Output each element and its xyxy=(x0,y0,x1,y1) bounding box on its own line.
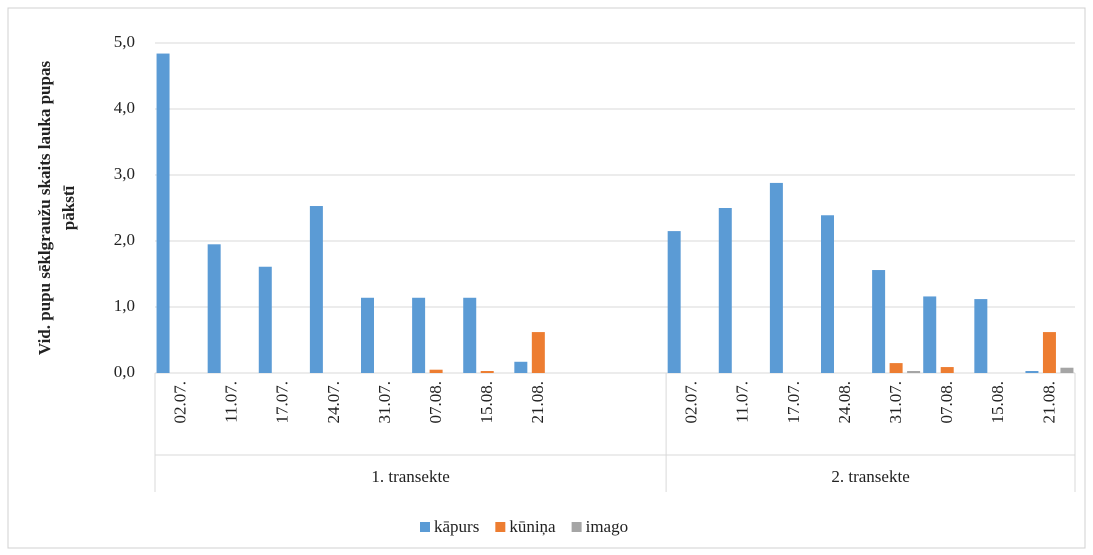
bar xyxy=(1060,367,1074,373)
bar xyxy=(412,297,426,373)
bar xyxy=(1042,332,1056,373)
bar xyxy=(156,53,170,374)
x-tick-label: 21.08. xyxy=(1039,381,1058,424)
y-axis-label: Vid. pupu sēklgraužu skaits lauka pupas xyxy=(35,61,54,356)
legend-label: kūniņa xyxy=(509,517,556,536)
bar xyxy=(463,297,477,373)
bar xyxy=(258,266,272,373)
y-tick-label: 1,0 xyxy=(114,296,135,315)
legend-swatch xyxy=(420,522,430,532)
bar xyxy=(1025,371,1039,373)
legend-label: imago xyxy=(586,517,629,536)
bar xyxy=(514,361,528,373)
x-tick-label: 17.07. xyxy=(273,381,292,424)
x-tick-label: 02.07. xyxy=(170,381,189,424)
legend-label: kāpurs xyxy=(434,517,479,536)
y-tick-label: 3,0 xyxy=(114,164,135,183)
x-tick-label: 11.07. xyxy=(733,381,752,423)
x-tick-label: 07.08. xyxy=(937,381,956,424)
bar xyxy=(429,369,443,373)
bar xyxy=(531,332,545,373)
bar xyxy=(907,371,921,373)
bar xyxy=(480,371,494,373)
chart-border xyxy=(7,7,1086,549)
bar xyxy=(769,182,783,373)
x-tick-label: 31.07. xyxy=(375,381,394,424)
legend-swatch xyxy=(571,522,582,532)
group-label: 1. transekte xyxy=(371,467,449,486)
bar xyxy=(923,296,937,373)
bar xyxy=(718,208,732,373)
x-tick-label: 15.08. xyxy=(477,381,496,424)
x-tick-label: 15.08. xyxy=(988,381,1007,424)
bar xyxy=(309,206,323,373)
group-label: 2. transekte xyxy=(831,467,909,486)
x-tick-label: 02.07. xyxy=(682,381,701,424)
x-tick-label: 11.07. xyxy=(222,381,241,423)
y-tick-label: 0,0 xyxy=(114,362,135,381)
bar xyxy=(889,363,903,373)
bar xyxy=(667,231,681,373)
y-tick-label: 5,0 xyxy=(114,32,135,51)
bar xyxy=(207,244,221,373)
x-tick-label: 17.07. xyxy=(784,381,803,424)
bar xyxy=(821,215,834,373)
bar xyxy=(940,367,954,373)
y-axis-label: pākstī xyxy=(59,186,78,231)
x-tick-label: 31.07. xyxy=(886,381,905,424)
legend-swatch xyxy=(495,522,506,532)
x-tick-label: 07.08. xyxy=(426,381,445,424)
bar xyxy=(361,297,374,373)
x-tick-label: 24.08. xyxy=(835,381,854,424)
y-tick-label: 2,0 xyxy=(114,230,135,249)
x-tick-label: 24.07. xyxy=(324,381,343,424)
bar xyxy=(974,299,988,373)
x-tick-label: 21.08. xyxy=(528,381,547,424)
y-tick-label: 4,0 xyxy=(114,98,135,117)
bar xyxy=(872,270,886,373)
